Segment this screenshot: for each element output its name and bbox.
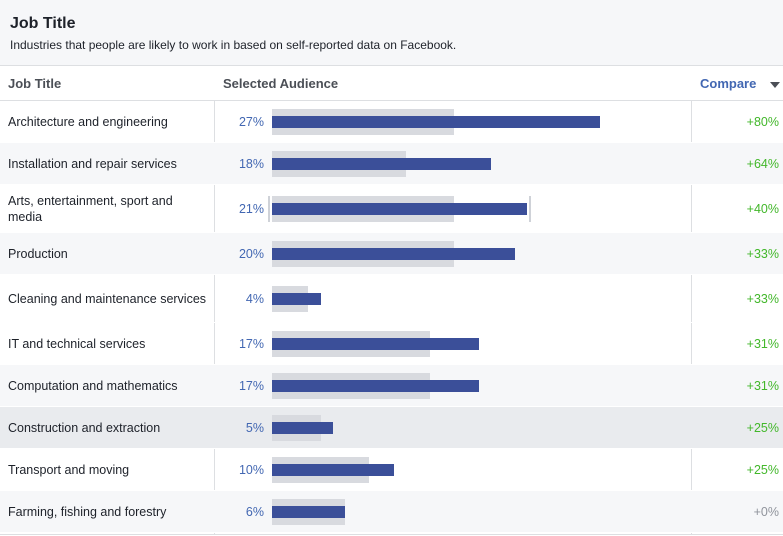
job-title-label: Cleaning and maintenance services [8, 291, 207, 306]
audience-percent: 4% [245, 291, 264, 306]
compare-value: +33% [746, 291, 779, 306]
divider [0, 534, 783, 535]
compare-value: +31% [746, 336, 779, 351]
table-row[interactable]: Transport and moving 10% +25% [0, 449, 783, 491]
audience-bar[interactable] [272, 203, 527, 215]
table-row[interactable]: Production 20% +33% [0, 233, 783, 275]
column-header-selected-audience[interactable]: Selected Audience [223, 76, 339, 91]
section-subtitle: Industries that people are likely to wor… [10, 38, 457, 52]
audience-bar[interactable] [272, 116, 600, 128]
job-title-label: Construction and extraction [8, 420, 161, 435]
table-row[interactable]: Cleaning and maintenance services 4% +33% [0, 275, 783, 323]
audience-percent: 17% [238, 378, 264, 393]
job-title-label: Transport and moving [8, 462, 130, 477]
audience-percent: 17% [238, 336, 264, 351]
audience-bar[interactable] [272, 293, 321, 305]
table-row[interactable]: Installation and repair services 18% +64% [0, 143, 783, 185]
audience-percent: 27% [238, 114, 264, 129]
compare-value: +64% [746, 156, 779, 171]
job-title-label: IT and technical services [8, 336, 146, 351]
compare-value: +31% [746, 378, 779, 393]
job-title-label: Computation and mathematics [8, 378, 178, 393]
audience-bar[interactable] [272, 464, 394, 476]
table-row[interactable]: Construction and extraction 5% +25% [0, 407, 783, 449]
compare-value: +33% [746, 246, 779, 261]
table-body: Architecture and engineering 27% +80% Insta… [0, 101, 783, 533]
compare-value: +25% [746, 420, 779, 435]
job-title-label: Arts, entertainment, sport and media [8, 193, 173, 224]
compare-value: +0% [753, 504, 779, 519]
job-title-label: Farming, fishing and forestry [8, 504, 167, 519]
compare-value: +40% [746, 201, 779, 216]
job-title-label: Architecture and engineering [8, 114, 168, 129]
compare-value: +80% [746, 114, 779, 129]
audience-percent: 20% [238, 246, 264, 261]
audience-percent: 6% [245, 504, 264, 519]
table-row[interactable]: Farming, fishing and forestry 6% +0% [0, 491, 783, 533]
compare-value: +25% [746, 462, 779, 477]
job-title-label: Installation and repair services [8, 156, 177, 171]
audience-percent: 18% [238, 156, 264, 171]
section-title: Job Title [10, 15, 76, 32]
audience-percent: 5% [245, 420, 264, 435]
audience-bar[interactable] [272, 248, 515, 260]
table-row[interactable]: Arts, entertainment, sport and media 21% +… [0, 185, 783, 233]
audience-percent: 10% [238, 462, 264, 477]
column-divider [691, 66, 692, 534]
audience-bar[interactable] [272, 380, 479, 392]
column-header-job-title[interactable]: Job Title [8, 76, 62, 91]
section-header: Job Title Industries that people are lik… [0, 0, 783, 66]
range-marker [268, 196, 270, 222]
audience-bar[interactable] [272, 338, 479, 350]
range-marker [529, 196, 531, 222]
chevron-down-icon[interactable] [770, 82, 780, 88]
job-title-table: Job Title Selected Audience Compare Arch… [0, 66, 783, 534]
table-row[interactable]: Architecture and engineering 27% +80% [0, 101, 783, 143]
audience-bar[interactable] [272, 422, 333, 434]
audience-bar[interactable] [272, 506, 345, 518]
job-title-label: Production [8, 246, 68, 261]
compare-dropdown[interactable]: Compare [700, 76, 757, 91]
table-row[interactable]: Computation and mathematics 17% +31% [0, 365, 783, 407]
audience-bar[interactable] [272, 158, 491, 170]
column-divider [214, 66, 215, 534]
table-header: Job Title Selected Audience Compare [0, 66, 783, 101]
audience-percent: 21% [238, 201, 264, 216]
table-row[interactable]: IT and technical services 17% +31% [0, 323, 783, 365]
